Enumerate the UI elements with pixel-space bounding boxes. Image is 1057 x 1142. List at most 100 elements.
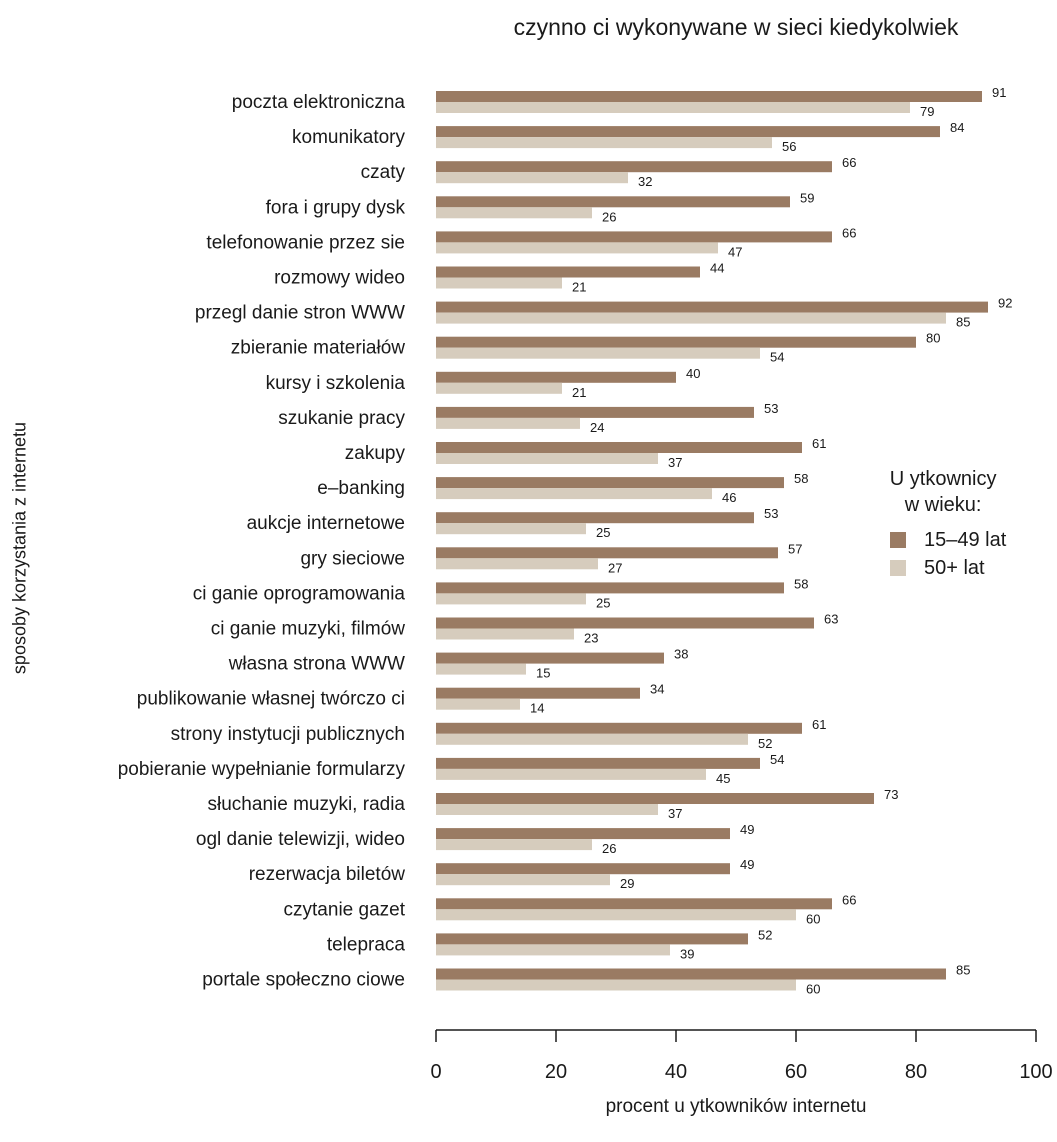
bar-50-plus (436, 488, 712, 500)
category-label: poczta elektroniczna (232, 92, 406, 113)
bar-50-plus (436, 417, 580, 429)
bar-15-49 (436, 91, 982, 102)
data-label-15-49: 57 (788, 541, 802, 556)
category-label: kursy i szkolenia (266, 373, 406, 394)
bar-15-49 (436, 442, 802, 453)
category-label: portale społeczno ciowe (202, 970, 405, 991)
data-label-50-plus: 15 (536, 666, 550, 681)
data-label-15-49: 49 (740, 822, 754, 837)
data-label-15-49: 73 (884, 787, 898, 802)
legend: U ytkownicy w wieku: 15–49 lat 50+ lat (880, 466, 1007, 582)
bar-50-plus (436, 558, 598, 570)
legend-title: U ytkownicy w wieku: (880, 466, 1006, 518)
legend-item-15-49: 15–49 lat (880, 526, 1006, 554)
data-label-15-49: 40 (686, 366, 700, 381)
category-label: słuchanie muzyki, radia (208, 794, 406, 815)
x-tick-label: 20 (545, 1061, 567, 1083)
data-label-15-49: 53 (764, 506, 778, 521)
bar-50-plus (436, 172, 628, 184)
data-label-15-49: 58 (794, 471, 808, 486)
category-label: strony instytucji publicznych (171, 724, 405, 745)
data-label-50-plus: 60 (806, 982, 820, 997)
category-label: komunikatory (292, 127, 405, 148)
legend-label-15-49: 15–49 lat (924, 528, 1007, 551)
x-tick-label: 60 (785, 1061, 807, 1083)
data-label-15-49: 38 (674, 647, 688, 662)
category-label: własna strona WWW (228, 654, 405, 675)
data-label-50-plus: 21 (572, 280, 586, 295)
bar-15-49 (436, 196, 790, 208)
x-axis-label: procent u ytkowników internetu (605, 1096, 867, 1117)
bar-15-49 (436, 757, 760, 769)
bar-50-plus (436, 628, 574, 640)
data-label-50-plus: 45 (716, 771, 730, 786)
bar-50-plus (436, 102, 910, 113)
bar-50-plus (436, 909, 796, 921)
bar-50-plus (436, 453, 658, 464)
bar-50-plus (436, 312, 946, 324)
category-label: przegl danie stron WWW (195, 303, 405, 324)
category-label: publikowanie własnej twórczo ci (137, 689, 405, 710)
category-label: ogl danie telewizji, wideo (196, 829, 405, 850)
data-label-15-49: 53 (764, 401, 778, 416)
data-label-50-plus: 52 (758, 736, 772, 751)
data-label-50-plus: 21 (572, 385, 586, 400)
x-tick-label: 40 (665, 1061, 687, 1083)
category-label: telefonowanie przez sie (206, 232, 405, 253)
data-label-50-plus: 25 (596, 525, 610, 540)
data-label-15-49: 44 (710, 261, 724, 276)
category-label: zbieranie materiałów (231, 338, 406, 359)
bar-15-49 (436, 406, 754, 418)
bar-15-49 (436, 547, 778, 559)
data-label-50-plus: 25 (596, 595, 610, 610)
category-label: gry sieciowe (300, 548, 405, 569)
bar-50-plus (436, 523, 586, 535)
bar-15-49 (436, 582, 784, 594)
data-label-15-49: 54 (770, 752, 784, 767)
category-labels: poczta elektroniczna komunikatory czaty for… (118, 92, 406, 991)
y-axis-label: sposoby korzystania z internetu (9, 421, 30, 675)
data-label-50-plus: 54 (770, 350, 784, 365)
category-label: aukcje internetowe (247, 513, 405, 534)
bar-50-plus (436, 382, 562, 394)
data-label-50-plus: 79 (920, 104, 934, 119)
bar-50-plus (436, 698, 520, 710)
legend-swatch-15-49 (890, 532, 906, 548)
category-label: pobieranie wypełnianie formularzy (118, 759, 406, 780)
bar-15-49 (436, 793, 874, 804)
bar-15-49 (436, 336, 916, 348)
data-label-50-plus: 29 (620, 876, 634, 891)
bar-50-plus (436, 242, 718, 254)
bar-15-49 (436, 898, 832, 910)
data-label-15-49: 61 (812, 717, 826, 732)
category-label: telepraca (327, 934, 406, 955)
data-label-15-49: 59 (800, 190, 814, 205)
bar-15-49 (436, 722, 802, 734)
bar-50-plus (436, 839, 592, 851)
bar-50-plus (436, 979, 796, 991)
category-label: e–banking (317, 478, 405, 499)
bar-50-plus (436, 663, 526, 675)
data-label-50-plus: 23 (584, 631, 598, 646)
bar-50-plus (436, 733, 748, 745)
data-label-50-plus: 46 (722, 490, 736, 505)
data-label-15-49: 49 (740, 857, 754, 872)
bar-50-plus (436, 137, 772, 149)
data-label-15-49: 84 (950, 120, 964, 135)
category-label: rozmowy wideo (274, 268, 405, 289)
data-label-50-plus: 26 (602, 841, 616, 856)
data-label-15-49: 91 (992, 85, 1006, 100)
bar-15-49 (436, 266, 700, 278)
data-label-50-plus: 60 (806, 911, 820, 926)
legend-label-50-plus: 50+ lat (924, 556, 985, 579)
data-label-50-plus: 27 (608, 560, 622, 575)
data-label-15-49: 63 (824, 612, 838, 627)
bar-15-49 (436, 231, 832, 243)
data-label-50-plus: 32 (638, 174, 652, 189)
bar-50-plus (436, 768, 706, 780)
data-label-15-49: 85 (956, 963, 970, 978)
bar-50-plus (436, 874, 610, 886)
category-label: ci ganie oprogramowania (193, 583, 406, 604)
bar-15-49 (436, 512, 754, 524)
